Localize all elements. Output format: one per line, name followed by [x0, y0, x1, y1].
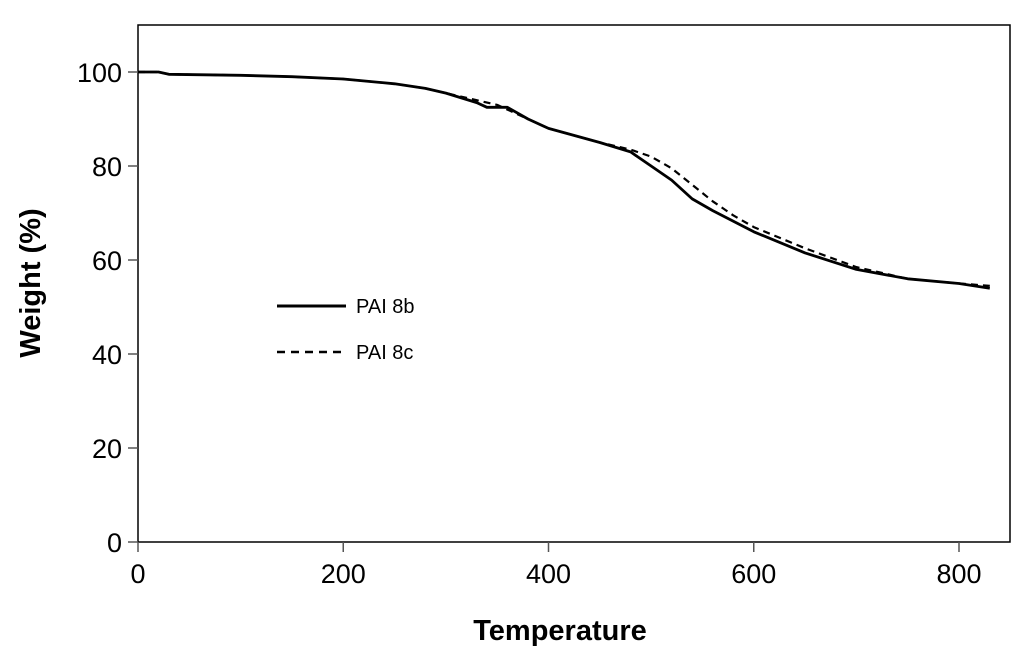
y-tick-label: 100: [77, 58, 122, 88]
legend-label-pai-8b: PAI 8b: [356, 296, 415, 318]
x-tick-label: 0: [130, 559, 145, 589]
y-tick-label: 40: [92, 340, 122, 370]
y-axis-label: Weight (%): [15, 208, 47, 357]
legend-label-pai-8c: PAI 8c: [356, 342, 413, 364]
x-tick-label: 600: [731, 559, 776, 589]
x-axis-label: Temperature: [473, 615, 647, 647]
plot-frame: [137, 24, 1011, 543]
x-tick-label: 800: [936, 559, 981, 589]
x-tick-label: 400: [526, 559, 571, 589]
series-line-pai-8b: [138, 70, 991, 290]
series-line-pai-8c: [138, 70, 990, 287]
x-tick-label: 200: [321, 559, 366, 589]
y-tick-label: 20: [92, 434, 122, 464]
y-tick-label: 0: [107, 528, 122, 558]
y-tick-label: 60: [92, 246, 122, 276]
y-tick-label: 80: [92, 152, 122, 182]
